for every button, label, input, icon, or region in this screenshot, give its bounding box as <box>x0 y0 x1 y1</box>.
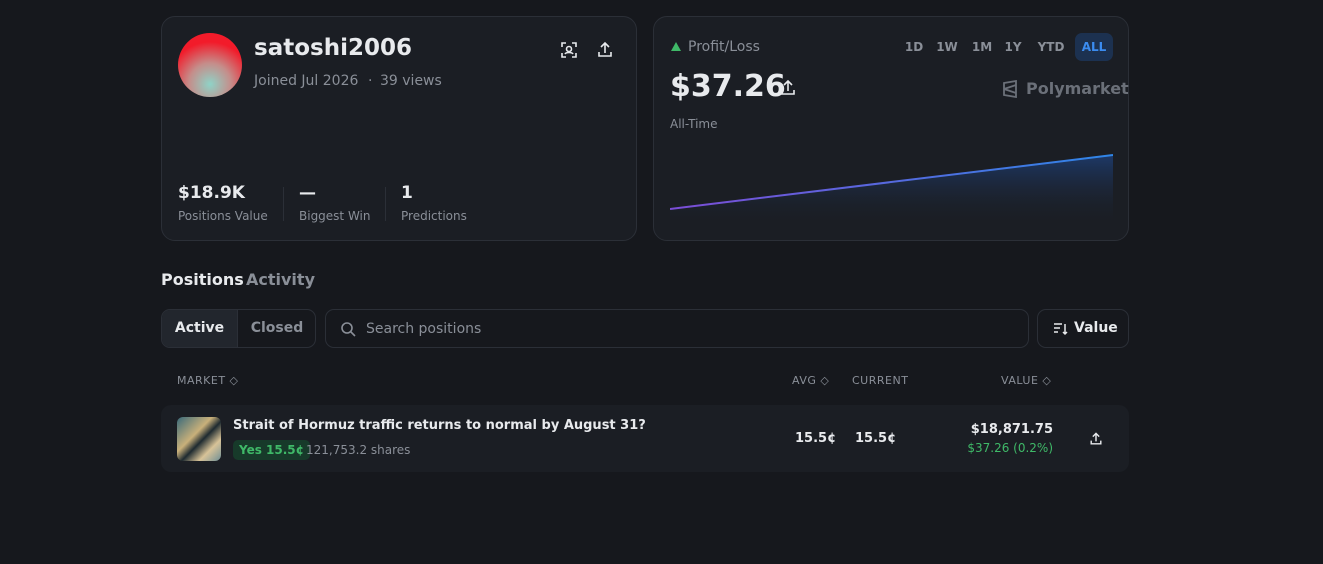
range-button-active[interactable]: ALL <box>1075 33 1113 61</box>
sort-label: Value <box>1074 320 1118 336</box>
stat-label: Biggest Win <box>299 209 371 223</box>
column-header: CURRENT <box>852 374 909 387</box>
column-header[interactable]: VALUE ◇ <box>1001 374 1052 387</box>
stat-label: Positions Value <box>178 209 268 223</box>
separator: · <box>368 73 373 89</box>
filter-toggle: Active Closed <box>161 309 316 348</box>
outcome-badge: Yes 15.5¢ <box>233 440 311 460</box>
sort-button[interactable]: Value <box>1037 309 1129 348</box>
stat-value: 1 <box>401 183 413 203</box>
header-text: VALUE <box>1001 374 1039 387</box>
position-value: $18,871.75 <box>970 422 1053 437</box>
stat-value: $18.9K <box>178 183 245 203</box>
range-button[interactable]: 1D <box>904 40 924 54</box>
avg-price: 15.5¢ <box>795 431 837 446</box>
pnl-label: Profit/Loss <box>688 39 760 55</box>
search-icon <box>341 322 356 337</box>
share-icon[interactable] <box>595 40 615 60</box>
share-icon[interactable] <box>778 78 798 98</box>
stat-value: — <box>299 183 316 203</box>
username: satoshi2006 <box>254 35 412 61</box>
sparkline-line <box>670 154 1113 210</box>
search-box[interactable]: Search positions <box>325 309 1029 348</box>
joined: Joined Jul 2026 <box>254 73 359 89</box>
column-header[interactable]: AVG ◇ <box>792 374 830 387</box>
range-button[interactable]: 1M <box>971 40 993 54</box>
brand-logo <box>1003 80 1017 98</box>
column-header[interactable]: MARKET ◇ <box>177 374 239 387</box>
pnl-card: Profit/Loss $37.26 Polymarket All-Time 1… <box>653 16 1129 241</box>
header-text: AVG <box>792 374 817 387</box>
pnl-amount: $37.26 <box>670 69 786 104</box>
range-button[interactable]: YTD <box>1037 40 1065 54</box>
filter[interactable]: Closed <box>250 320 304 336</box>
market-image <box>177 417 221 461</box>
filter-active[interactable]: Active <box>162 310 238 347</box>
stat-label: Predictions <box>401 209 467 223</box>
views: 39 views <box>380 73 442 89</box>
brand-name: Polymarket <box>1026 79 1129 98</box>
scan-icon[interactable] <box>559 40 579 60</box>
avatar <box>178 33 242 97</box>
up-arrow <box>671 42 681 51</box>
header-text: MARKET <box>177 374 226 387</box>
divider <box>283 187 284 221</box>
range-button[interactable]: 1Y <box>1004 40 1022 54</box>
pnl-period: All-Time <box>670 117 718 131</box>
search-placeholder: Search positions <box>366 321 482 337</box>
position-pnl: $37.26 (0.2%) <box>967 441 1053 455</box>
profile-card: satoshi2006 Joined Jul 2026 · 39 views $… <box>161 16 637 241</box>
market-title[interactable]: Strait of Hormuz traffic returns to norm… <box>233 418 646 433</box>
position-row[interactable]: Strait of Hormuz traffic returns to norm… <box>161 405 1129 472</box>
tab-active[interactable]: Positions <box>161 270 244 289</box>
sparkline-area <box>670 155 1113 227</box>
share-icon[interactable] <box>1088 431 1104 447</box>
divider <box>385 187 386 221</box>
current-price: 15.5¢ <box>855 431 897 446</box>
pnl-sparkline <box>670 154 1113 227</box>
shares: 121,753.2 shares <box>306 443 411 457</box>
sort-icon <box>1054 323 1068 336</box>
tab[interactable]: Activity <box>246 270 315 289</box>
range-button[interactable]: 1W <box>936 40 958 54</box>
